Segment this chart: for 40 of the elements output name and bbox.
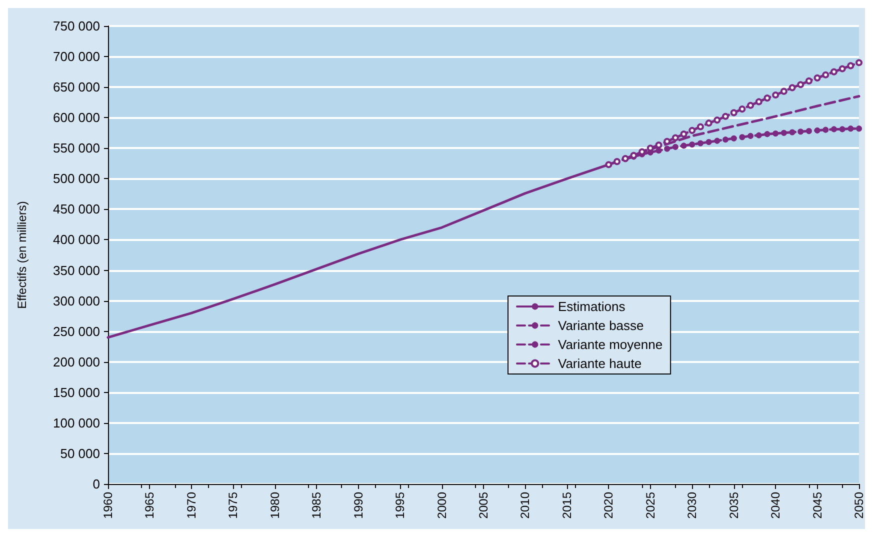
- x-tick-label: 2030: [685, 492, 700, 519]
- x-tick-label: 2045: [810, 492, 824, 519]
- y-tick-label: 650 000: [53, 80, 100, 95]
- y-tick-label: 500 000: [53, 171, 100, 186]
- legend-label: Estimations: [558, 299, 626, 314]
- y-tick-label: 450 000: [53, 202, 100, 217]
- x-tick-label: 1970: [184, 492, 198, 519]
- y-tick-label: 400 000: [53, 232, 100, 248]
- x-tick-label: 2050: [852, 492, 866, 519]
- x-tick-label: 2015: [560, 492, 574, 519]
- y-tick-label: 550 000: [53, 140, 100, 156]
- x-tick-label: 2010: [518, 492, 532, 519]
- y-tick-label: 600 000: [53, 110, 100, 126]
- y-tick-label: 700 000: [53, 49, 100, 64]
- legend-label: Variante basse: [558, 318, 644, 333]
- x-tick-label: 1975: [226, 492, 240, 519]
- x-tick-label: 1985: [310, 492, 324, 519]
- y-tick-label: 750 000: [53, 18, 100, 34]
- y-axis-title: Effectifs (en milliers): [15, 201, 29, 309]
- x-tick-label: 2025: [643, 492, 658, 519]
- x-tick-label: 2035: [726, 492, 741, 519]
- y-tick-label: 200 000: [53, 354, 100, 370]
- y-tick-label: 100 000: [53, 415, 100, 430]
- legend-label: Variante haute: [558, 356, 642, 371]
- y-tick-label: 350 000: [53, 262, 100, 278]
- legend-label: Variante moyenne: [558, 337, 663, 352]
- y-tick-label: 150 000: [53, 384, 100, 400]
- x-tick-label: 2005: [476, 492, 490, 519]
- x-tick-label: 2020: [602, 492, 616, 519]
- y-tick-label: 250 000: [53, 324, 100, 339]
- x-tick-label: 1960: [101, 492, 115, 519]
- y-tick-label: 0: [92, 476, 100, 492]
- y-tick-label: 300 000: [53, 293, 100, 308]
- x-tick-label: 2040: [768, 492, 783, 519]
- x-tick-label: 2000: [434, 492, 449, 519]
- y-tick-label: 50 000: [60, 446, 100, 461]
- x-tick-label: 1995: [393, 492, 408, 519]
- x-tick-label: 1990: [351, 492, 366, 519]
- x-tick-label: 1965: [142, 492, 157, 519]
- x-tick-label: 1980: [268, 492, 282, 519]
